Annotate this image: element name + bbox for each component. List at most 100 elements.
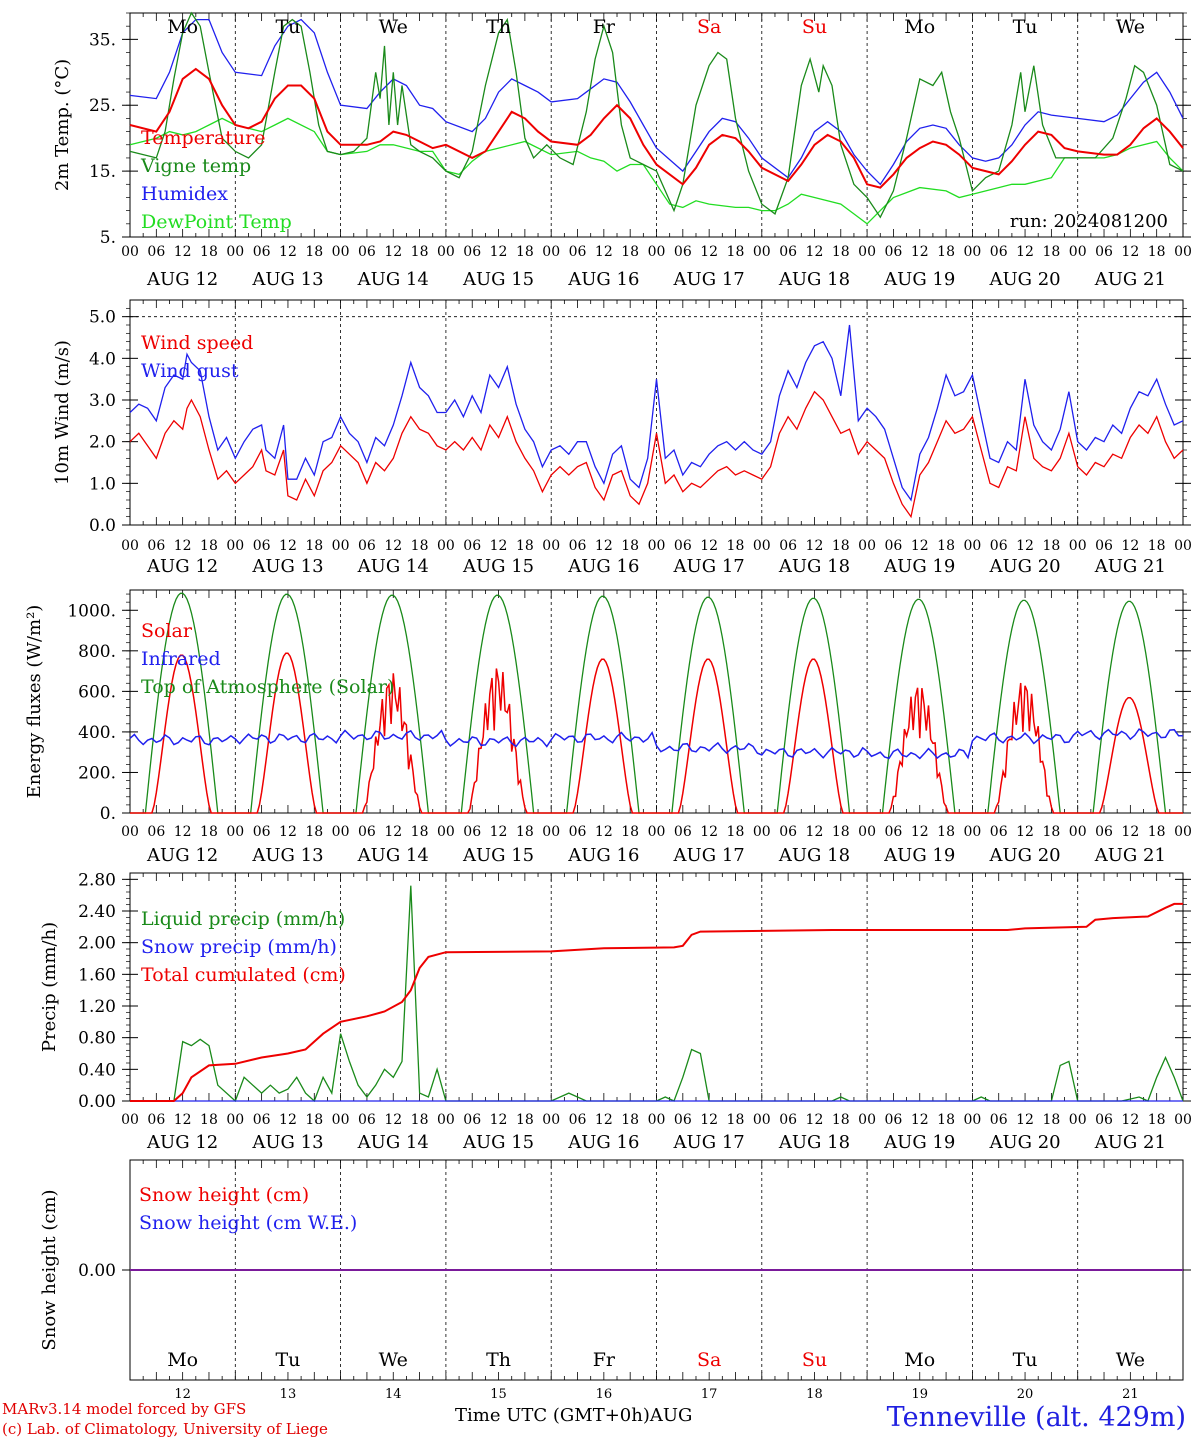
run-label: run: 2024081200 bbox=[1010, 211, 1168, 232]
date-label: AUG 19 bbox=[883, 269, 955, 290]
weekday-label: We bbox=[1116, 16, 1145, 38]
hour-label: 12 bbox=[1016, 1112, 1034, 1128]
hour-label: 18 bbox=[937, 824, 955, 840]
hour-label: 00 bbox=[858, 1112, 876, 1128]
hour-label: 18 bbox=[832, 244, 850, 260]
hour-label: 00 bbox=[753, 244, 771, 260]
weekday-label: Sa bbox=[697, 16, 721, 38]
date-label: AUG 17 bbox=[673, 845, 745, 866]
hour-label: 18 bbox=[937, 1112, 955, 1128]
hour-label: 12 bbox=[174, 1112, 192, 1128]
hour-label: 06 bbox=[358, 538, 376, 554]
series-line-humidex bbox=[129, 18, 1184, 186]
weekday-label: Mo bbox=[904, 16, 935, 38]
hour-label: 06 bbox=[253, 244, 271, 260]
legend-entry: Humidex bbox=[141, 183, 228, 205]
date-label: AUG 16 bbox=[567, 269, 639, 290]
date-label: AUG 18 bbox=[778, 1132, 850, 1153]
hour-label: 00 bbox=[1069, 538, 1087, 554]
hour-label: 18 bbox=[727, 538, 745, 554]
hour-label: 12 bbox=[174, 244, 192, 260]
day-number-label: 13 bbox=[280, 1387, 297, 1402]
hour-label: 06 bbox=[463, 244, 481, 260]
hour-label: 06 bbox=[253, 824, 271, 840]
date-label: AUG 21 bbox=[1094, 269, 1166, 290]
hour-label: 00 bbox=[542, 824, 560, 840]
date-label: AUG 12 bbox=[146, 556, 218, 577]
hour-label: 06 bbox=[990, 244, 1008, 260]
y-tick-label: 0.40 bbox=[78, 1060, 116, 1080]
date-label: AUG 12 bbox=[146, 269, 218, 290]
hour-label: 18 bbox=[832, 824, 850, 840]
legend-entry: DewPoint Temp bbox=[141, 211, 292, 233]
hour-label: 18 bbox=[1148, 1112, 1166, 1128]
hour-label: 06 bbox=[253, 1112, 271, 1128]
hour-label: 00 bbox=[858, 824, 876, 840]
date-label: AUG 13 bbox=[251, 269, 323, 290]
hour-label: 00 bbox=[1174, 244, 1192, 260]
hour-label: 12 bbox=[1121, 244, 1139, 260]
hour-label: 18 bbox=[1148, 538, 1166, 554]
day-number-label: 12 bbox=[174, 1387, 191, 1402]
hour-label: 12 bbox=[1121, 538, 1139, 554]
y-axis-label: 2m Temp. (°C) bbox=[52, 59, 73, 191]
hour-label: 00 bbox=[963, 244, 981, 260]
legend-entry: Snow height (cm) bbox=[139, 1184, 309, 1206]
hour-label: 06 bbox=[779, 1112, 797, 1128]
hour-label: 00 bbox=[753, 824, 771, 840]
weekday-label: Tu bbox=[275, 16, 300, 38]
hour-label: 06 bbox=[990, 538, 1008, 554]
hour-label: 12 bbox=[1016, 824, 1034, 840]
hour-label: 00 bbox=[437, 824, 455, 840]
hour-label: 18 bbox=[937, 538, 955, 554]
hour-label: 00 bbox=[332, 824, 350, 840]
y-tick-label: 5. bbox=[100, 228, 116, 248]
hour-label: 12 bbox=[595, 538, 613, 554]
hour-label: 12 bbox=[490, 244, 508, 260]
date-label: AUG 16 bbox=[567, 845, 639, 866]
hour-label: 06 bbox=[779, 244, 797, 260]
hour-label: 06 bbox=[358, 824, 376, 840]
y-tick-label: 2.80 bbox=[78, 870, 116, 890]
hour-label: 18 bbox=[937, 244, 955, 260]
hour-label: 00 bbox=[753, 1112, 771, 1128]
date-label: AUG 17 bbox=[673, 1132, 745, 1153]
legend-entry: Snow height (cm W.E.) bbox=[139, 1212, 357, 1234]
date-label: AUG 13 bbox=[251, 556, 323, 577]
hour-label: 06 bbox=[779, 824, 797, 840]
hour-label: 12 bbox=[911, 824, 929, 840]
hour-label: 12 bbox=[1016, 538, 1034, 554]
panel-1 bbox=[122, 12, 1191, 238]
weekday-label: Mo bbox=[167, 1349, 198, 1371]
weekday-label: Th bbox=[486, 16, 511, 38]
hour-label: 00 bbox=[963, 538, 981, 554]
hour-label: 18 bbox=[200, 1112, 218, 1128]
date-label: AUG 19 bbox=[883, 556, 955, 577]
y-tick-label: 2.40 bbox=[78, 902, 116, 922]
y-axis-label: 10m Wind (m/s) bbox=[52, 340, 73, 485]
station-name: Tenneville (alt. 429m) bbox=[886, 1402, 1186, 1433]
hour-label: 00 bbox=[226, 538, 244, 554]
hour-label: 18 bbox=[621, 1112, 639, 1128]
legend-entry: Temperature bbox=[141, 127, 265, 149]
hour-label: 06 bbox=[147, 824, 165, 840]
hour-label: 18 bbox=[727, 1112, 745, 1128]
hour-label: 00 bbox=[332, 244, 350, 260]
hour-label: 12 bbox=[490, 538, 508, 554]
hour-label: 12 bbox=[806, 244, 824, 260]
legend-entry: Solar bbox=[141, 620, 193, 642]
date-label: AUG 12 bbox=[146, 845, 218, 866]
series-line-wind-speed bbox=[129, 390, 1184, 519]
y-tick-label: 400. bbox=[78, 723, 116, 743]
hour-label: 00 bbox=[753, 538, 771, 554]
y-tick-label: 1.60 bbox=[78, 965, 116, 985]
day-number-label: 14 bbox=[385, 1387, 402, 1402]
hour-label: 06 bbox=[1095, 538, 1113, 554]
date-label: AUG 15 bbox=[462, 845, 534, 866]
hour-label: 12 bbox=[700, 824, 718, 840]
hour-label: 00 bbox=[1174, 1112, 1192, 1128]
hour-label: 12 bbox=[279, 1112, 297, 1128]
hour-label: 00 bbox=[648, 538, 666, 554]
hour-label: 12 bbox=[911, 1112, 929, 1128]
hour-label: 18 bbox=[621, 244, 639, 260]
